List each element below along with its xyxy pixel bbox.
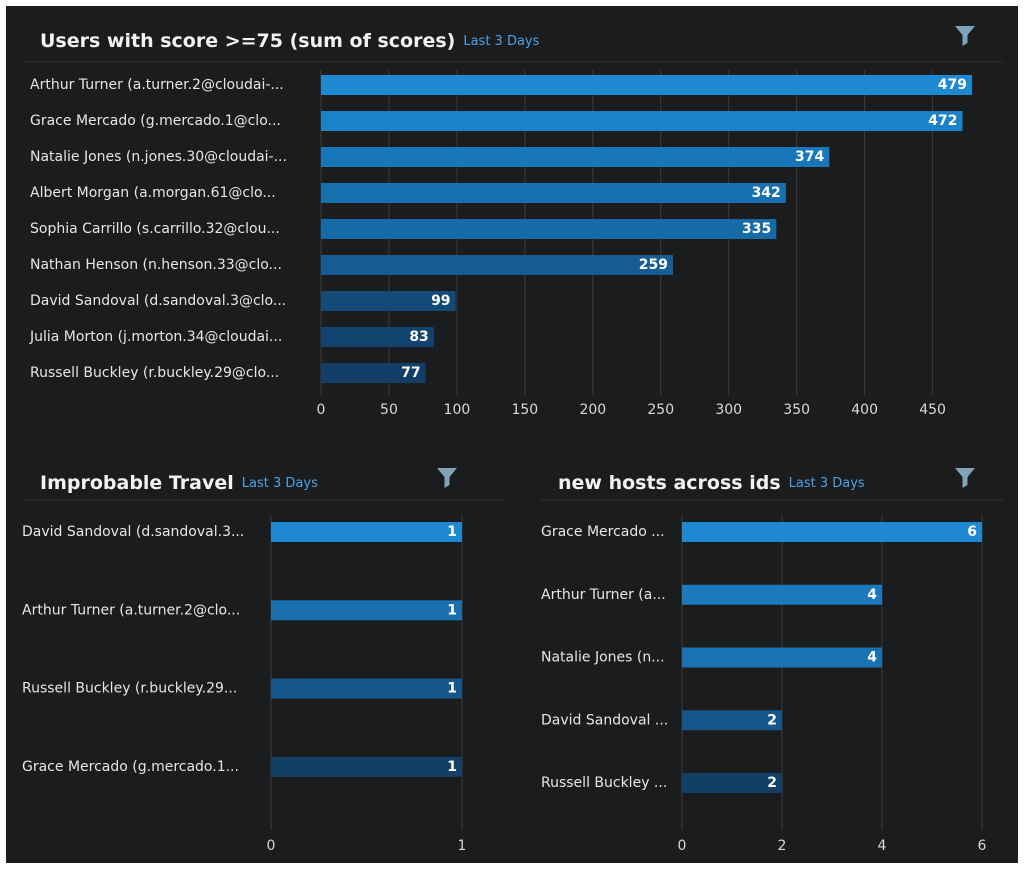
value-label: 335 bbox=[742, 221, 771, 237]
x-tick-label: 150 bbox=[511, 402, 538, 418]
value-label: 1 bbox=[447, 524, 457, 540]
bar bbox=[321, 111, 963, 131]
category-label: Arthur Turner (a.turner.2@clo... bbox=[22, 602, 240, 618]
category-label: Arthur Turner (a.turner.2@cloudai-... bbox=[30, 77, 284, 93]
value-label: 374 bbox=[795, 149, 824, 165]
category-label: Russell Buckley ... bbox=[541, 775, 667, 791]
bar bbox=[321, 255, 674, 275]
bar bbox=[321, 147, 830, 167]
x-tick-label: 1 bbox=[458, 838, 467, 854]
bar bbox=[271, 600, 462, 621]
value-label: 77 bbox=[401, 365, 420, 381]
value-label: 2 bbox=[767, 775, 777, 791]
bar bbox=[271, 678, 462, 699]
value-label: 1 bbox=[447, 681, 457, 697]
bar bbox=[321, 363, 426, 383]
value-label: 1 bbox=[447, 602, 457, 618]
value-label: 472 bbox=[928, 113, 957, 129]
value-label: 259 bbox=[639, 257, 668, 273]
category-label: Arthur Turner (a... bbox=[541, 587, 666, 603]
value-label: 6 bbox=[967, 524, 977, 540]
x-tick-label: 100 bbox=[444, 402, 471, 418]
value-label: 479 bbox=[938, 77, 967, 93]
category-label: Albert Morgan (a.morgan.61@clo... bbox=[30, 185, 276, 201]
category-label: Natalie Jones (n.jones.30@cloudai-... bbox=[30, 149, 287, 165]
x-tick-label: 400 bbox=[851, 402, 878, 418]
category-label: Sophia Carrillo (s.carrillo.32@clou... bbox=[30, 221, 280, 237]
category-label: David Sandoval (d.sandoval.3... bbox=[22, 524, 244, 540]
bar bbox=[321, 75, 972, 95]
bar bbox=[682, 710, 782, 731]
bar bbox=[682, 647, 882, 668]
category-label: Russell Buckley (r.buckley.29... bbox=[22, 681, 237, 697]
chart-title: Users with score >=75 (sum of scores) bbox=[40, 30, 455, 52]
x-tick-label: 0 bbox=[317, 402, 326, 418]
chart-subtitle: Last 3 Days bbox=[789, 476, 865, 491]
filter-icon[interactable] bbox=[955, 468, 975, 488]
chart-subtitle: Last 3 Days bbox=[242, 476, 318, 491]
x-tick-label: 350 bbox=[783, 402, 810, 418]
category-label: Russell Buckley (r.buckley.29@clo... bbox=[30, 365, 279, 381]
bar bbox=[271, 756, 462, 777]
x-tick-label: 4 bbox=[878, 838, 887, 854]
chart-title: Improbable Travel bbox=[40, 472, 234, 494]
category-label: Grace Mercado ... bbox=[541, 524, 665, 540]
filter-icon[interactable] bbox=[437, 468, 457, 488]
bar bbox=[321, 219, 777, 239]
x-tick-label: 300 bbox=[715, 402, 742, 418]
value-label: 1 bbox=[447, 759, 457, 775]
value-label: 4 bbox=[867, 587, 877, 603]
value-label: 4 bbox=[867, 650, 877, 666]
bar bbox=[271, 522, 462, 542]
category-label: Julia Morton (j.morton.34@cloudai... bbox=[29, 329, 282, 345]
value-label: 2 bbox=[767, 712, 777, 728]
x-tick-label: 250 bbox=[647, 402, 674, 418]
category-label: Natalie Jones (n... bbox=[541, 650, 665, 666]
panel-title: new hosts across ids Last 3 Days bbox=[558, 472, 865, 494]
x-tick-label: 50 bbox=[380, 402, 398, 418]
value-label: 83 bbox=[409, 329, 428, 345]
category-label: Grace Mercado (g.mercado.1... bbox=[22, 759, 239, 775]
bar bbox=[321, 183, 786, 203]
panel-title: Users with score >=75 (sum of scores) Las… bbox=[40, 30, 540, 52]
bar bbox=[321, 327, 434, 347]
bar bbox=[682, 584, 882, 605]
background bbox=[6, 6, 1018, 863]
filter-icon[interactable] bbox=[955, 26, 975, 46]
x-tick-label: 6 bbox=[978, 838, 987, 854]
bar bbox=[682, 522, 982, 542]
value-label: 342 bbox=[752, 185, 781, 201]
chart-title: new hosts across ids bbox=[558, 472, 781, 494]
chart-subtitle: Last 3 Days bbox=[463, 34, 539, 49]
category-label: David Sandoval (d.sandoval.3@clo... bbox=[30, 293, 286, 309]
bar bbox=[682, 773, 782, 793]
category-label: Nathan Henson (n.henson.33@clo... bbox=[30, 257, 282, 273]
x-tick-label: 0 bbox=[678, 838, 687, 854]
category-label: David Sandoval ... bbox=[541, 712, 668, 728]
x-tick-label: 0 bbox=[267, 838, 276, 854]
bar bbox=[321, 291, 456, 311]
x-tick-label: 200 bbox=[579, 402, 606, 418]
x-tick-label: 2 bbox=[778, 838, 787, 854]
x-tick-label: 450 bbox=[919, 402, 946, 418]
category-label: Grace Mercado (g.mercado.1@clo... bbox=[30, 113, 281, 129]
panel-title: Improbable Travel Last 3 Days bbox=[40, 472, 318, 494]
value-label: 99 bbox=[431, 293, 450, 309]
